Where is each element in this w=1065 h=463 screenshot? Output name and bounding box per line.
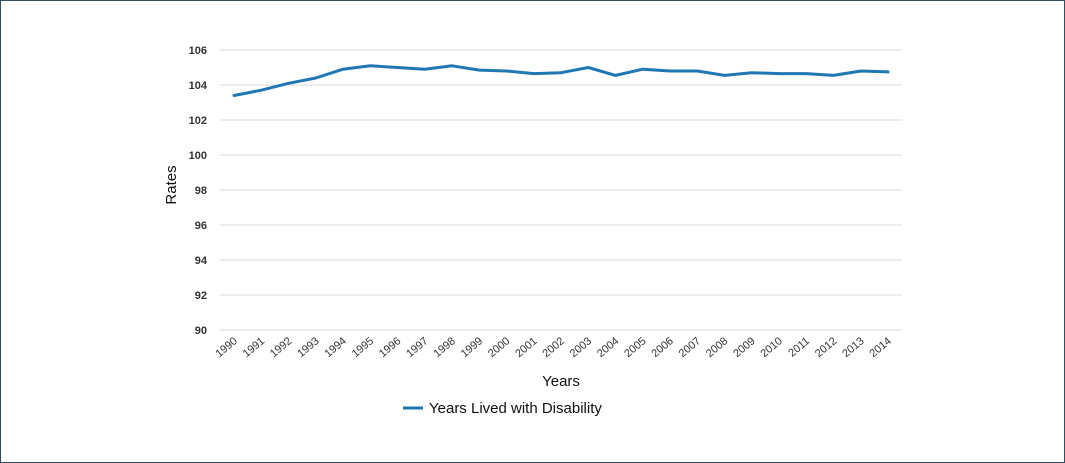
- x-tick-label: 1992: [268, 335, 294, 360]
- x-tick-label: 2013: [840, 335, 866, 360]
- x-tick-label: 2010: [758, 335, 784, 360]
- data-point-2008: [723, 74, 726, 77]
- x-tick-label: 2001: [513, 335, 539, 360]
- data-point-1990: [232, 94, 236, 97]
- x-tick-label: 2002: [540, 335, 566, 360]
- data-point-2006: [668, 69, 672, 73]
- x-tick-label: 2007: [677, 335, 703, 360]
- legend-label: Years Lived with Disability: [429, 400, 602, 417]
- x-tick-label: 2014: [867, 335, 893, 360]
- x-tick-label: 1997: [404, 335, 430, 360]
- x-tick-label: 2006: [649, 335, 675, 360]
- y-tick-label: 104: [189, 80, 208, 92]
- data-point-1995: [369, 64, 372, 67]
- data-point-1994: [341, 68, 345, 71]
- data-point-2004: [614, 74, 617, 77]
- x-tick-label: 1998: [431, 335, 457, 360]
- data-point-2012: [832, 74, 835, 77]
- x-axis-title: Years: [542, 373, 580, 390]
- data-point-2010: [777, 72, 781, 75]
- x-tick-label: 2009: [731, 335, 757, 360]
- y-tick-label: 98: [195, 185, 207, 197]
- data-point-2002: [559, 71, 563, 74]
- data-point-1999: [478, 68, 481, 72]
- x-tick-label: 2011: [786, 335, 812, 359]
- y-tick-label: 92: [195, 290, 207, 302]
- data-point-2003: [587, 66, 590, 69]
- x-tick-label: 1990: [213, 335, 239, 360]
- data-point-2007: [696, 69, 699, 73]
- data-point-2011: [805, 72, 808, 75]
- x-tick-label: 1995: [350, 335, 376, 360]
- series-line-years-lived-with-disability: [232, 64, 890, 97]
- data-point-1992: [287, 82, 290, 85]
- y-axis-title: Rates: [163, 165, 180, 204]
- x-tick-label: 1993: [295, 335, 321, 360]
- x-tick-label: 1996: [377, 335, 403, 360]
- x-tick-label: 1999: [459, 335, 485, 360]
- x-tick-label: 1994: [322, 335, 348, 360]
- data-point-1998: [450, 64, 454, 67]
- series-layer: [232, 64, 890, 97]
- legend: Years Lived with Disability: [403, 400, 602, 417]
- x-axis-ticks: 1990 1991 1992 1993 1994 1995 1996 1997 1998 1999…: [213, 335, 893, 360]
- x-tick-label: 1991: [241, 335, 267, 360]
- data-point-1991: [260, 89, 263, 92]
- y-tick-label: 94: [195, 255, 208, 267]
- y-tick-label: 96: [195, 220, 207, 232]
- x-tick-label: 2012: [813, 335, 839, 360]
- data-point-1993: [314, 76, 317, 80]
- x-tick-label: 2004: [595, 335, 621, 360]
- data-point-2005: [641, 68, 644, 71]
- data-point-1996: [396, 66, 399, 69]
- data-point-2000: [505, 69, 508, 73]
- data-point-2009: [750, 71, 753, 74]
- x-tick-label: 2008: [704, 335, 730, 360]
- x-tick-label: 2003: [568, 335, 594, 360]
- data-point-2014: [886, 70, 890, 74]
- y-tick-label: 106: [189, 45, 207, 57]
- gridlines: [220, 49, 902, 331]
- x-tick-label: 2000: [486, 335, 512, 360]
- y-tick-label: 90: [195, 325, 207, 337]
- y-tick-label: 100: [189, 150, 207, 162]
- data-point-1997: [423, 68, 426, 71]
- y-axis-ticks: 90 92 94 96 98 100 102 104 106: [189, 45, 208, 337]
- data-point-2001: [532, 72, 535, 75]
- data-point-2013: [859, 69, 862, 73]
- x-tick-label: 2005: [622, 335, 648, 360]
- y-tick-label: 102: [189, 115, 207, 127]
